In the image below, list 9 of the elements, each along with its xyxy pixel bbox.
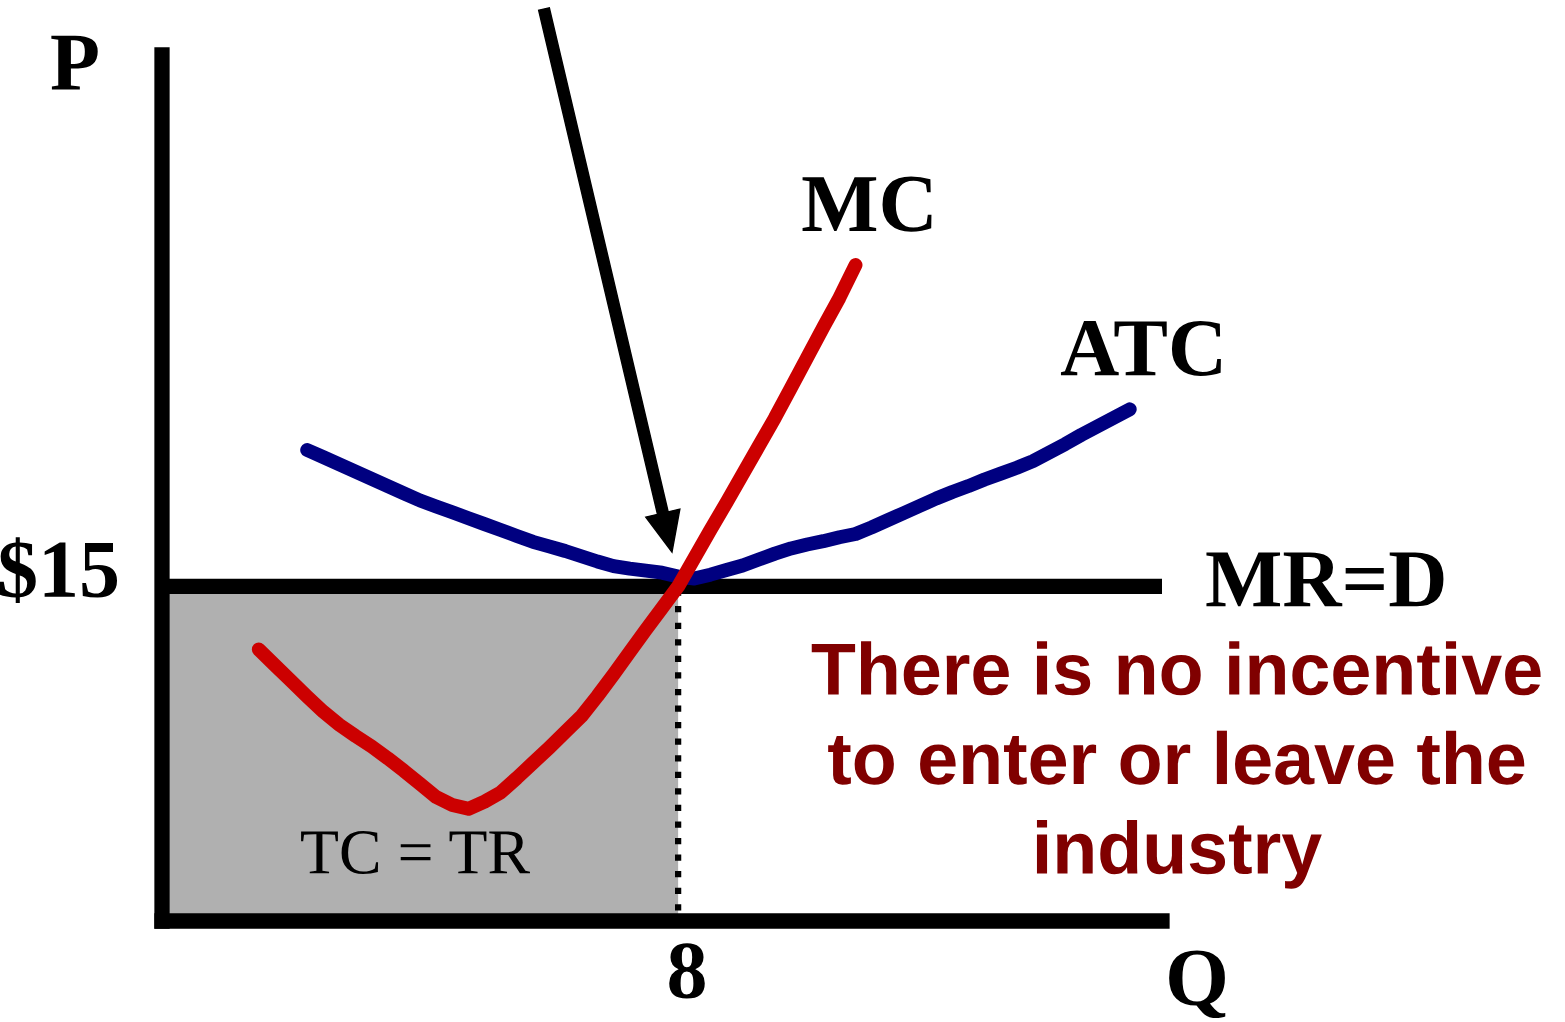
series-label: MC (802, 176, 932, 232)
annotation: There is no incentive to enter or leave the industry (811, 641, 1541, 889)
series-label: ATC (1060, 320, 1221, 377)
x-axis-title: Q (1169, 950, 1226, 1019)
annotation: TC = TR (301, 831, 530, 874)
y-axis-title: P (51, 35, 98, 90)
ref-line-label: MR=D (1206, 552, 1444, 607)
text: $15 (0, 537, 117, 603)
text: 8 (669, 943, 705, 999)
